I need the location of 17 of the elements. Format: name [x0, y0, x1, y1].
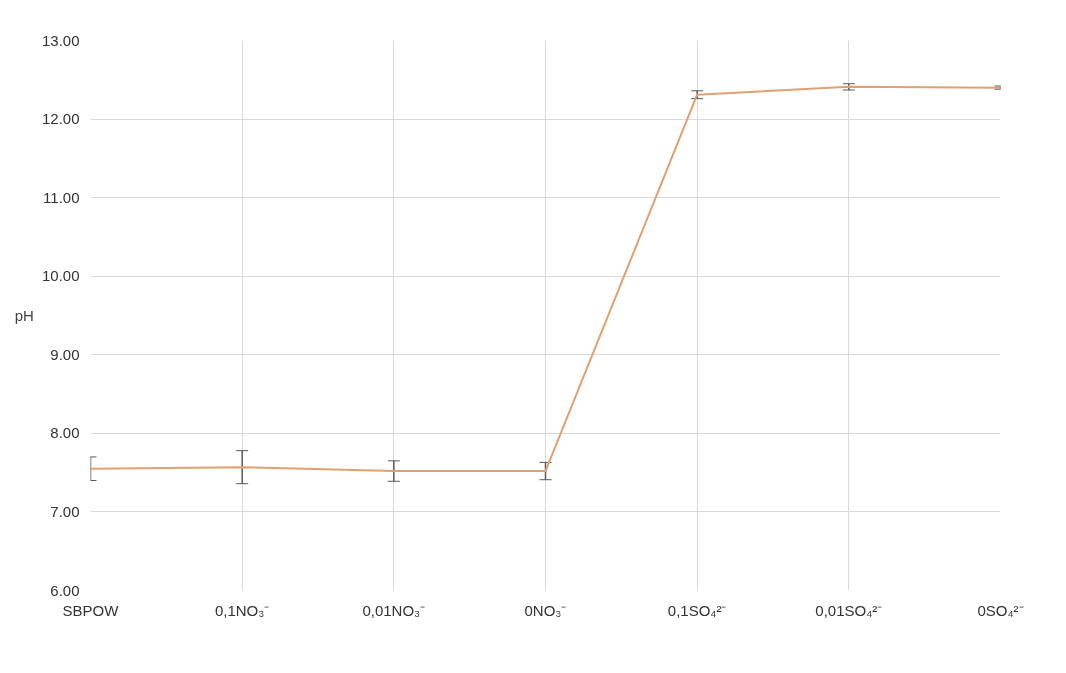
y-tick-label: 10.00	[41, 267, 80, 285]
y-tick-label: 6.00	[50, 581, 80, 599]
x-tick-label: 0,01SO₄²⁻	[815, 601, 883, 619]
y-axis-title: pH	[14, 307, 34, 324]
line-series	[90, 85, 1001, 473]
y-tick-label: 9.00	[50, 345, 80, 363]
x-tick-label: 0SO₄²⁻	[977, 601, 1024, 619]
x-tick-label: 0,1NO₃⁻	[214, 601, 270, 619]
y-tick-label: 7.00	[50, 502, 80, 520]
y-tick-label: 13.00	[41, 31, 80, 49]
x-tick-label: SBPOW	[62, 601, 120, 619]
y-tick-label: 11.00	[43, 188, 80, 206]
y-tick-label: 8.00	[50, 424, 80, 442]
x-tick-label: 0NO₃⁻	[524, 601, 567, 619]
x-tick-label: 0,01NO₃⁻	[362, 601, 426, 619]
x-tick-label: 0,1SO₄²⁻	[667, 601, 727, 619]
y-tick-label: 12.00	[41, 110, 80, 128]
